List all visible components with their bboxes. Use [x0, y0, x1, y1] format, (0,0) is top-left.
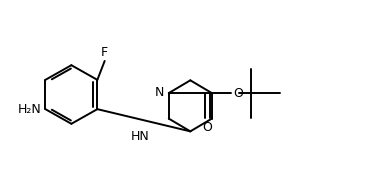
Text: H₂N: H₂N: [18, 103, 42, 116]
Text: N: N: [155, 86, 164, 99]
Text: HN: HN: [131, 130, 150, 143]
Text: O: O: [233, 87, 243, 100]
Text: F: F: [101, 46, 108, 59]
Text: O: O: [203, 122, 213, 134]
